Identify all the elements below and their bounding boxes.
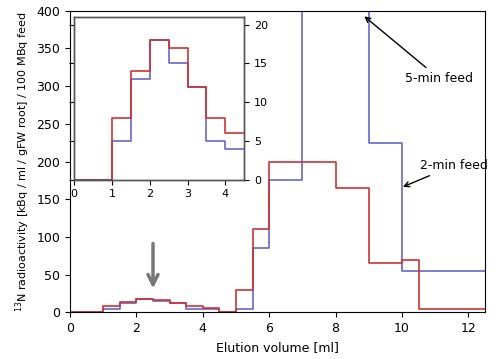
- Text: 5-min feed: 5-min feed: [366, 17, 474, 85]
- X-axis label: Elution volume [ml]: Elution volume [ml]: [216, 341, 339, 354]
- Y-axis label: $^{13}$N radioactivity [kBq / ml / gFW root] / 100 MBq feed: $^{13}$N radioactivity [kBq / ml / gFW r…: [14, 11, 32, 312]
- Text: 2-min feed: 2-min feed: [404, 159, 488, 187]
